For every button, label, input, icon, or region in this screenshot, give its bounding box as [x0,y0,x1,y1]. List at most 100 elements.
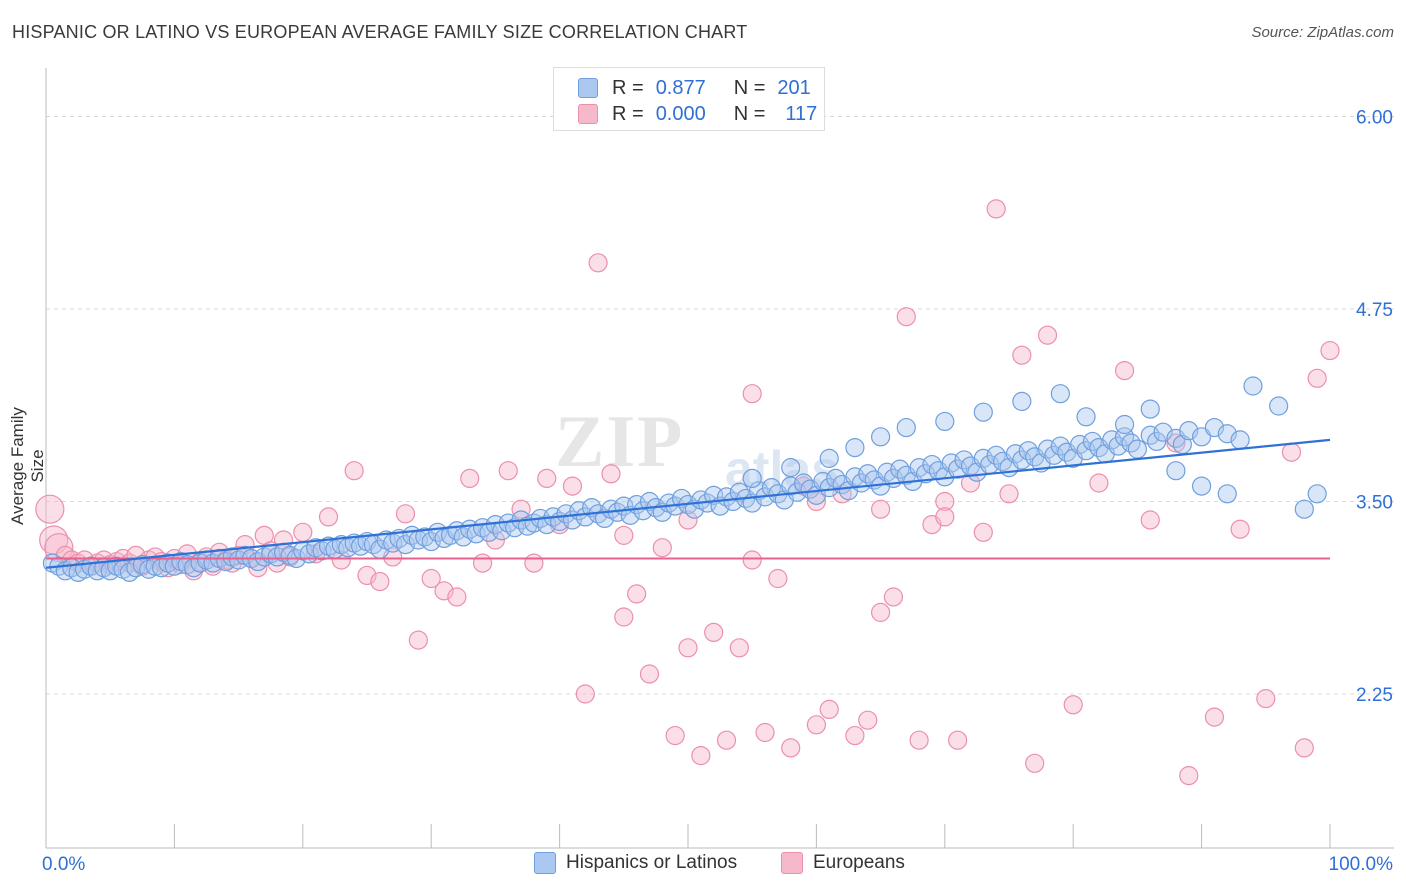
hispanics-point [1140,399,1160,419]
europeans-point [601,464,621,484]
hispanics-point [1012,391,1032,411]
europeans-point [1166,433,1186,453]
hispanics-point [1243,376,1263,396]
europeans-point [524,553,544,573]
stats-legend-row-hispanics: R = 0.877 N = 201 [578,76,811,100]
hispanics-points [42,376,1327,582]
hispanics-point [781,458,801,478]
europeans-point [447,587,467,607]
hispanics-point [845,438,865,458]
legend-item-hispanics[interactable]: Hispanics or Latinos [534,852,737,874]
n-value: 201 [777,76,811,99]
europeans-point [639,664,660,684]
source-label: Source: ZipAtlas.com [1251,24,1394,41]
europeans-point [421,568,441,589]
europeans-point [1320,340,1340,361]
europeans-point [986,199,1006,219]
europeans-point [999,484,1019,504]
stats-legend-row-europeans: R = 0.000 N = 117 [578,102,817,126]
hispanics-point [1191,476,1212,496]
axes [45,68,1394,849]
hispanics-point [1230,430,1250,450]
europeans-point [678,638,698,658]
europeans-point [1307,368,1327,388]
legend-item-europeans[interactable]: Europeans [781,852,905,874]
y-tick-label: 3.50 [1356,493,1393,514]
europeans-point [562,476,583,496]
europeans-point [729,638,749,658]
hispanics-point [1076,407,1096,427]
europeans-point [1140,510,1160,530]
europeans-point [537,468,557,488]
europeans-point [678,510,698,530]
europeans-point [665,725,685,746]
europeans-point [318,507,339,527]
europeans-point [1037,325,1058,345]
legend-label-hispanics: Hispanics or Latinos [566,852,738,873]
europeans-point [472,553,493,573]
hispanics-trend-line [45,438,1331,569]
europeans-point [35,494,65,524]
europeans-point [370,571,390,592]
europeans-point [704,622,724,643]
hispanics-point [1127,439,1148,459]
hispanics-point [742,468,762,488]
hispanics-point [1307,484,1327,504]
blue-swatch-icon [534,852,556,874]
europeans-point [845,725,865,746]
blue-swatch-icon [578,78,598,98]
europeans-point [344,461,364,481]
europeans-point [742,550,762,570]
europeans-point [870,602,891,622]
hispanics-point [1217,484,1237,504]
legend-label-europeans: Europeans [813,852,905,873]
europeans-point [742,384,762,404]
hispanics-point [896,417,916,438]
europeans-point [870,499,891,519]
europeans-point [575,684,595,704]
n-label: N = [733,102,766,125]
europeans-point [1230,519,1250,539]
grid-lines [46,116,1394,695]
hispanics-point [1269,396,1289,416]
pink-swatch-icon [781,852,803,874]
europeans-point [755,722,775,743]
europeans-point [948,730,968,750]
y-tick-label: 4.75 [1356,300,1393,321]
europeans-point [1281,442,1302,462]
europeans-point [781,738,801,758]
europeans-point [1179,766,1199,786]
hispanics-point [870,427,891,447]
europeans-point [395,504,416,524]
x-tick-label: 0.0% [42,854,85,875]
r-value: 0.000 [655,102,706,125]
europeans-point [716,730,737,750]
europeans-point [858,710,878,730]
y-tick-label: 6.00 [1356,108,1393,129]
europeans-point [614,607,634,627]
x-tick-label: 100.0% [1329,854,1394,875]
europeans-point [331,550,351,570]
europeans-point [768,568,788,589]
y-axis-label: Average Family Size [8,407,47,525]
europeans-point [1025,753,1045,773]
trend-lines [45,438,1331,569]
europeans-point [511,499,531,519]
europeans-point [1114,361,1135,381]
europeans-point [408,630,428,650]
hispanics-point [1166,461,1186,481]
hispanics-point [973,402,993,422]
hispanics-point [935,411,955,432]
y-tick-label: 2.25 [1356,685,1393,706]
r-label: R = [612,76,644,99]
europeans-point [909,730,929,750]
europeans-point [652,538,672,558]
europeans-point [1012,345,1032,365]
hispanics-point [1294,499,1314,519]
hispanics-point [819,448,839,468]
europeans-point [806,715,827,735]
r-value: 0.877 [655,76,706,99]
europeans-point [1256,689,1276,709]
europeans-point [806,491,827,512]
europeans-point [460,468,480,488]
